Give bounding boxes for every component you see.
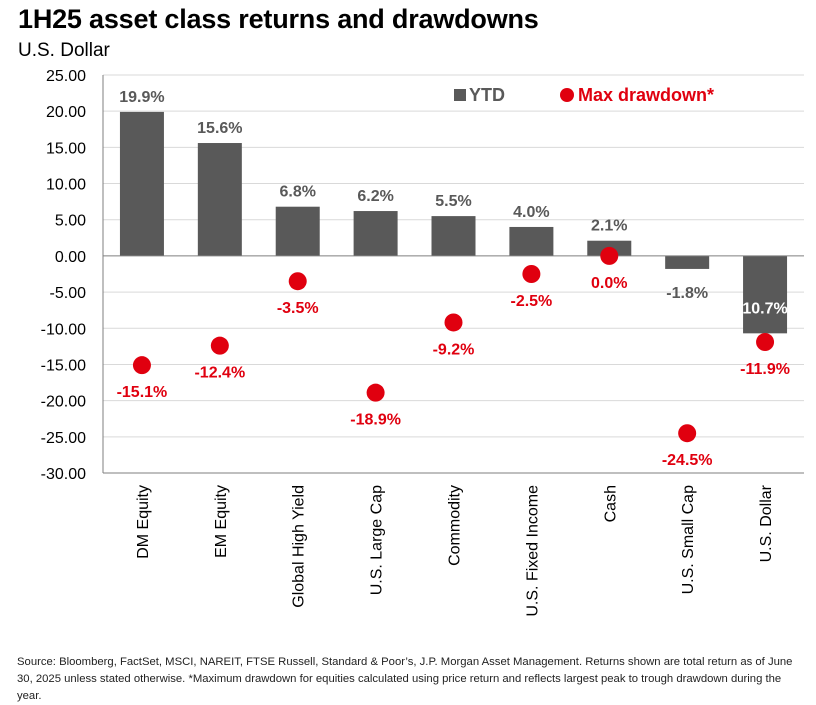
x-category-label: Cash xyxy=(602,485,619,522)
bar-data-label: 2.1% xyxy=(591,218,627,235)
legend-ytd-label: YTD xyxy=(469,85,505,105)
y-tick-label: 20.00 xyxy=(46,104,86,121)
bar-ytd xyxy=(509,226,554,256)
x-category-label: U.S. Small Cap xyxy=(680,485,697,594)
bar-ytd xyxy=(353,211,398,256)
bar-ytd xyxy=(431,216,476,256)
y-tick-label: 15.00 xyxy=(46,140,86,157)
drawdown-marker xyxy=(444,313,463,332)
bar-ytd xyxy=(197,143,242,256)
drawdown-data-label: 0.0% xyxy=(591,275,627,292)
source-footnote: Source: Bloomberg, FactSet, MSCI, NAREIT… xyxy=(17,656,793,702)
drawdown-marker xyxy=(756,333,775,352)
x-category-label: U.S. Dollar xyxy=(758,484,775,562)
x-category-label: U.S. Fixed Income xyxy=(524,485,541,617)
bar-data-label: 4.0% xyxy=(513,204,549,221)
x-category-label: EM Equity xyxy=(213,485,230,558)
bar-data-label: 6.2% xyxy=(357,188,393,205)
bar-data-label: 6.8% xyxy=(279,184,315,201)
chart: 25.00 20.00 15.00 10.00 5.00 0.00 -5.00 -10.00 -… xyxy=(41,68,804,617)
drawdown-data-label: -3.5% xyxy=(277,300,319,317)
drawdown-data-label: -24.5% xyxy=(662,452,713,469)
bar-ytd xyxy=(743,255,788,334)
y-tick-label: 25.00 xyxy=(46,68,86,85)
drawdown-marker xyxy=(600,246,619,265)
y-tick-label: 10.00 xyxy=(46,177,86,194)
drawdown-data-label: -15.1% xyxy=(117,384,168,401)
drawdown-marker xyxy=(132,356,151,375)
drawdown-data-label: -12.4% xyxy=(194,365,245,382)
drawdown-marker xyxy=(366,383,385,402)
legend-drawdown-marker xyxy=(560,88,574,102)
y-tick-label: -15.00 xyxy=(41,357,86,374)
bar-ytd xyxy=(275,206,320,256)
y-tick-label: -10.00 xyxy=(41,321,86,338)
chart-title: 1H25 asset class returns and drawdowns xyxy=(18,4,539,34)
bar-data-label: 15.6% xyxy=(197,120,242,137)
drawdown-marker xyxy=(522,265,541,283)
drawdown-marker xyxy=(288,272,307,291)
bar-data-label: 19.9% xyxy=(119,89,164,106)
drawdown-marker xyxy=(678,424,697,443)
x-category-label: DM Equity xyxy=(135,485,152,559)
drawdown-data-label: -9.2% xyxy=(433,341,475,358)
y-tick-label: -5.00 xyxy=(50,285,87,302)
y-tick-label: 5.00 xyxy=(55,213,86,230)
legend-ytd-swatch xyxy=(454,89,466,101)
chart-subtitle: U.S. Dollar xyxy=(18,40,110,61)
drawdown-marker xyxy=(210,336,229,355)
drawdown-data-label: -11.9% xyxy=(740,361,790,378)
x-category-label: Global High Yield xyxy=(291,485,308,608)
bar-data-label: -1.8% xyxy=(666,285,708,302)
bar-ytd xyxy=(665,255,710,269)
bar-data-label: 5.5% xyxy=(435,193,471,210)
y-tick-label: -30.00 xyxy=(41,466,86,483)
x-category-label: U.S. Large Cap xyxy=(369,485,386,595)
y-tick-label: -20.00 xyxy=(41,394,86,411)
bar-ytd xyxy=(119,111,164,256)
drawdown-data-label: -18.9% xyxy=(350,412,401,429)
drawdown-data-label: -2.5% xyxy=(510,293,552,310)
y-tick-label: -25.00 xyxy=(41,430,86,447)
x-category-label: Commodity xyxy=(447,485,464,566)
bar-data-label: 10.7% xyxy=(742,300,787,317)
y-tick-label: 0.00 xyxy=(55,249,86,266)
legend-drawdown-label: Max drawdown* xyxy=(578,85,714,105)
